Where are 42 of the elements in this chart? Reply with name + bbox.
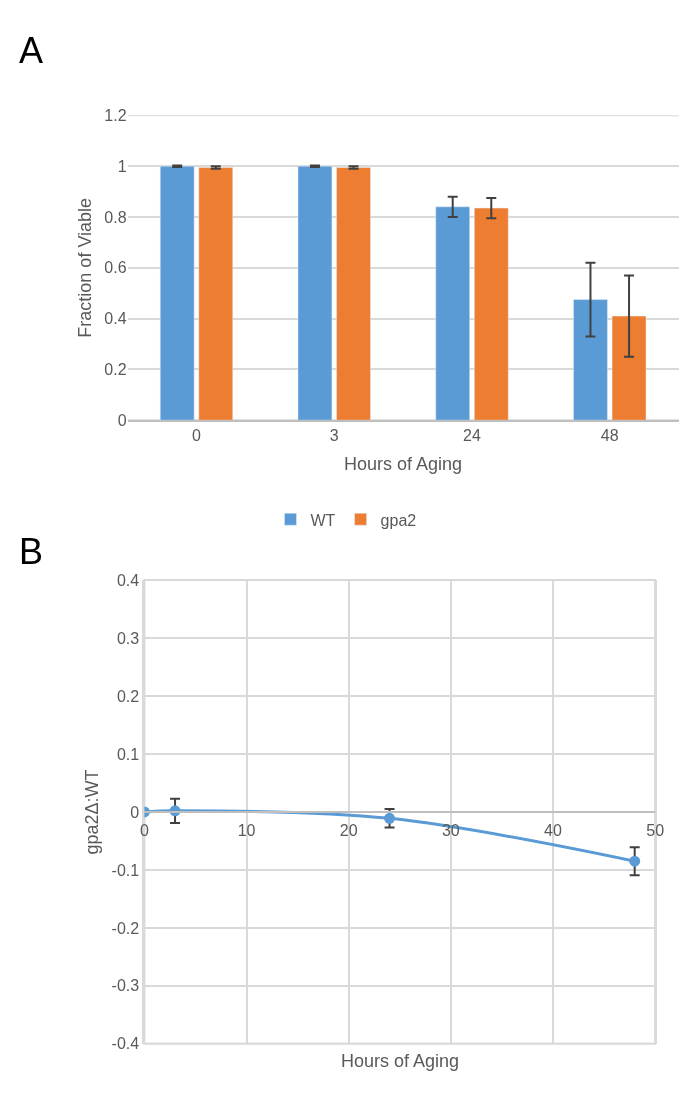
x-axis-title: Hours of Aging: [341, 1051, 460, 1071]
x-axis-title: Hours of Aging: [344, 454, 463, 474]
y-tick-label: 0: [130, 803, 140, 821]
y-tick-label: 1.2: [104, 106, 127, 124]
y-tick-label: -0.1: [111, 861, 140, 879]
x-tick-label: 0: [192, 427, 202, 445]
y-tick-label: 0.2: [104, 361, 127, 378]
bar: [611, 315, 647, 421]
y-tick-label: 1: [117, 157, 127, 175]
bar: [336, 167, 371, 421]
y-tick-label: 0.3: [116, 629, 140, 647]
x-tick-label: 20: [339, 822, 358, 840]
y-axis-title: Fraction of Viable: [74, 197, 95, 338]
y-tick-label: 0.1: [116, 745, 140, 763]
point: [629, 855, 641, 867]
y-tick-label: -0.3: [111, 977, 140, 995]
point: [384, 812, 396, 824]
x-tick-label: 50: [646, 822, 665, 840]
y-tick-label: 0.6: [104, 259, 127, 277]
y-tick-label: 0.4: [104, 310, 127, 328]
x-tick-label: 40: [544, 822, 562, 840]
bar: [573, 299, 608, 421]
y-tick-label: 0.4: [116, 571, 140, 589]
chart-title: B: [19, 531, 44, 572]
bar: [474, 207, 509, 421]
bar: [198, 167, 233, 421]
x-tick-label: 3: [329, 427, 339, 445]
y-tick-label: -0.4: [111, 1035, 140, 1053]
x-tick-label: 48: [600, 427, 619, 445]
x-tick-label: 24: [463, 427, 481, 445]
bar: [435, 206, 470, 421]
chart-title: A: [19, 30, 44, 71]
y-tick-label: 0.8: [104, 208, 127, 226]
y-tick-label: 0.2: [116, 687, 140, 705]
y-tick-label: 0: [117, 411, 127, 429]
legend-label: WT: [310, 511, 336, 529]
x-tick-label: 10: [237, 822, 256, 840]
y-axis-title: gpa2Δ:WT: [82, 769, 103, 855]
bar: [159, 165, 195, 421]
y-tick-label: -0.2: [111, 919, 140, 937]
bar: [297, 165, 333, 421]
legend-label: gpa2: [380, 511, 417, 529]
